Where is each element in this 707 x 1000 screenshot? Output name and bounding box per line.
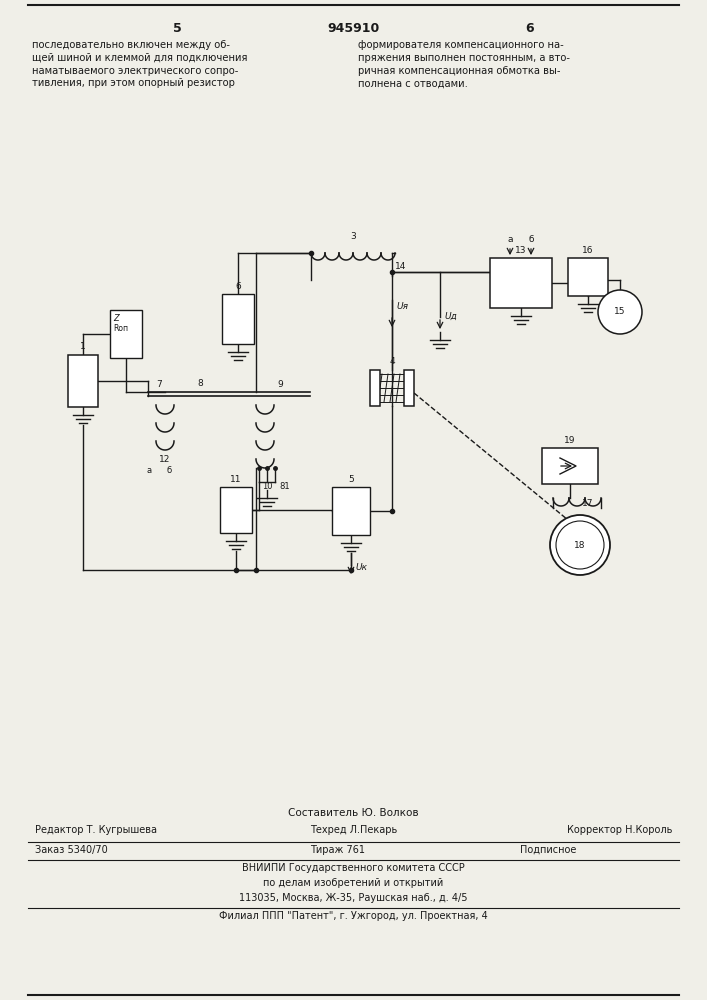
Bar (370, 370, 380, 406)
Text: б: б (528, 235, 534, 244)
Text: 10: 10 (262, 482, 272, 491)
Circle shape (550, 515, 610, 575)
Text: а: а (146, 466, 151, 475)
Text: 19: 19 (564, 436, 575, 445)
Text: 7: 7 (156, 380, 162, 389)
Text: 17: 17 (582, 498, 593, 508)
Bar (222, 294, 254, 344)
Text: Uя: Uя (396, 302, 408, 311)
Bar (542, 448, 598, 484)
Text: 8: 8 (197, 379, 203, 388)
Text: 3: 3 (350, 232, 356, 241)
Bar (220, 487, 252, 533)
Bar (332, 487, 370, 535)
Text: Корректор Н.Король: Корректор Н.Король (566, 825, 672, 835)
Text: 9: 9 (277, 380, 283, 389)
Text: Редактор Т. Кугрышева: Редактор Т. Кугрышева (35, 825, 157, 835)
Text: 81: 81 (279, 482, 290, 491)
Text: 12: 12 (159, 455, 170, 464)
Circle shape (556, 521, 604, 569)
Text: формирователя компенсационного на-
пряжения выполнен постоянным, а вто-
ричная к: формирователя компенсационного на- пряже… (358, 40, 570, 88)
Text: 4: 4 (389, 357, 395, 366)
Text: Uд: Uд (444, 312, 457, 321)
Bar (404, 370, 414, 406)
Text: Техред Л.Пекарь: Техред Л.Пекарь (310, 825, 397, 835)
Text: Rоп: Rоп (113, 324, 128, 333)
Text: Тираж 761: Тираж 761 (310, 845, 365, 855)
Text: 5: 5 (348, 475, 354, 484)
Text: 13: 13 (515, 246, 527, 255)
Bar (68, 355, 98, 407)
Text: по делам изобретений и открытий: по делам изобретений и открытий (263, 878, 443, 888)
Text: 18: 18 (574, 540, 586, 550)
Text: Z: Z (113, 314, 119, 323)
Text: 6: 6 (526, 22, 534, 35)
Text: 945910: 945910 (327, 22, 379, 35)
Text: Составитель Ю. Волков: Составитель Ю. Волков (288, 808, 419, 818)
Text: Uк: Uк (355, 563, 367, 572)
Text: а: а (507, 235, 513, 244)
Text: 15: 15 (614, 308, 626, 316)
Text: Подписное: Подписное (520, 845, 576, 855)
Bar (568, 258, 608, 296)
Text: 5: 5 (173, 22, 182, 35)
Text: 113035, Москва, Ж-35, Раушская наб., д. 4/5: 113035, Москва, Ж-35, Раушская наб., д. … (239, 893, 467, 903)
Text: 14: 14 (395, 262, 407, 271)
Text: ВНИИПИ Государственного комитета СССР: ВНИИПИ Государственного комитета СССР (242, 863, 464, 873)
Text: б: б (166, 466, 172, 475)
Text: 16: 16 (583, 246, 594, 255)
Text: последовательно включен между об-
щей шиной и клеммой для подключения
наматываем: последовательно включен между об- щей ши… (32, 40, 247, 88)
Text: Филиал ППП "Патент", г. Ужгород, ул. Проектная, 4: Филиал ППП "Патент", г. Ужгород, ул. Про… (218, 911, 487, 921)
Bar (490, 258, 552, 308)
Circle shape (598, 290, 642, 334)
Text: 1: 1 (80, 342, 86, 351)
Text: 11: 11 (230, 475, 242, 484)
Text: 6: 6 (235, 282, 241, 291)
Bar (110, 310, 142, 358)
Text: Заказ 5340/70: Заказ 5340/70 (35, 845, 107, 855)
